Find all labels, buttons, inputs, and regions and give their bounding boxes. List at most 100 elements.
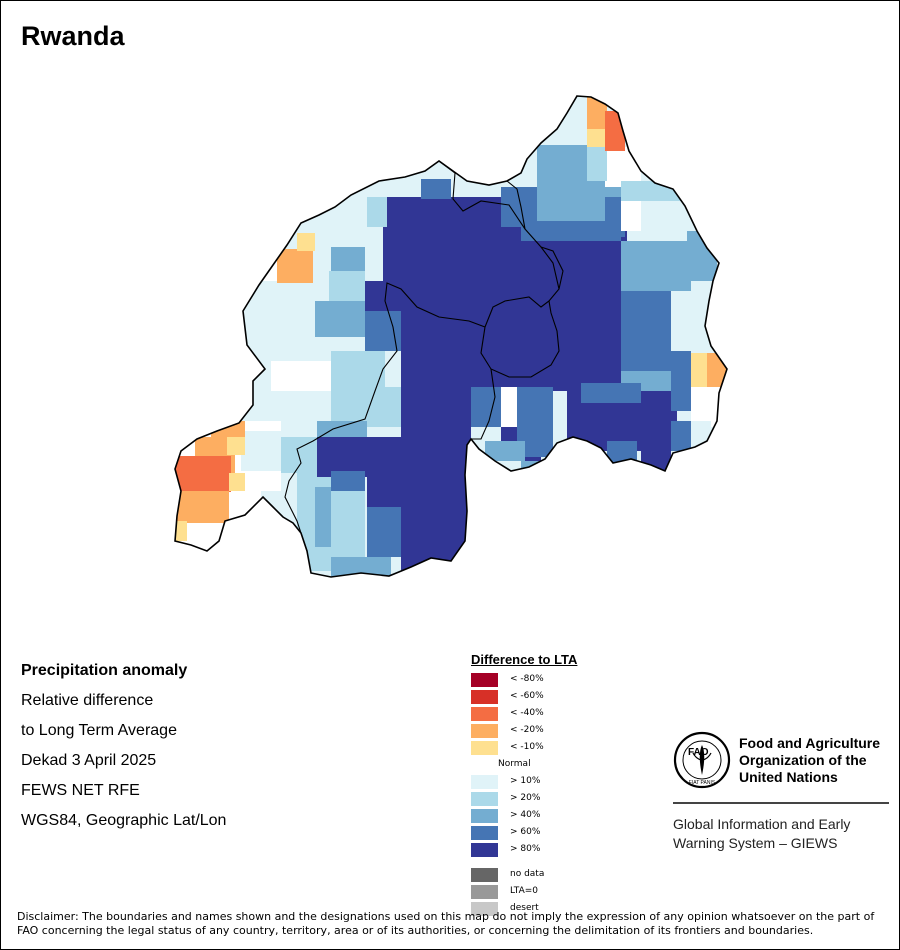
anomaly-cell — [537, 145, 587, 185]
anomaly-cell — [315, 301, 365, 337]
legend-label: LTA=0 — [510, 886, 538, 896]
legend-label: > 10% — [510, 776, 541, 786]
anomaly-cell — [605, 197, 625, 237]
legend-label: no data — [510, 869, 545, 879]
anomaly-map — [174, 95, 728, 578]
anomaly-cell — [641, 197, 681, 237]
anomaly-cell — [281, 437, 321, 473]
legend-extra: no data LTA=0 desert — [471, 867, 577, 918]
anomaly-cell — [177, 491, 229, 523]
legend-item: no data — [471, 867, 577, 884]
district-boundary — [506, 180, 526, 230]
anomaly-cell — [501, 187, 537, 227]
anomaly-cell — [227, 437, 245, 455]
anomaly-cell — [331, 351, 385, 391]
legend-swatch — [471, 868, 498, 882]
anomaly-cell — [471, 387, 501, 427]
legend-item: > 10% — [471, 774, 577, 791]
anomaly-cell — [261, 491, 285, 515]
anomaly-cell — [581, 383, 641, 403]
anomaly-cell — [297, 233, 315, 251]
info-line: FEWS NET RFE — [21, 782, 140, 799]
district-boundary — [540, 246, 564, 290]
anomaly-cell — [229, 473, 245, 491]
legend-item: LTA=0 — [471, 884, 577, 901]
legend-item: > 60% — [471, 825, 577, 842]
legend-swatch — [471, 826, 498, 840]
legend-swatch — [471, 843, 498, 857]
anomaly-cell — [331, 387, 401, 427]
anomaly-cell — [485, 441, 525, 461]
disclaimer: Disclaimer: The boundaries and names sho… — [17, 910, 875, 937]
anomaly-cell — [175, 456, 231, 492]
legend-label: Normal — [498, 759, 531, 769]
legend-label: < -20% — [510, 725, 544, 735]
anomaly-cell — [401, 501, 467, 571]
legend: Difference to LTA < -80% < -60% < -40% < -2… — [471, 652, 577, 918]
anomaly-cell — [621, 281, 671, 371]
anomaly-cell — [175, 521, 187, 541]
legend-classes: < -80% < -60% < -40% < -20% < -10% Normal > 10… — [471, 672, 577, 859]
legend-swatch — [471, 741, 498, 755]
legend-item: < -20% — [471, 723, 577, 740]
district-boundaries — [284, 160, 564, 534]
giews-line: Global Information and Early — [673, 816, 851, 832]
district-boundary — [438, 160, 560, 328]
anomaly-cell — [671, 351, 691, 411]
anomaly-cell — [621, 181, 681, 201]
district-boundary — [284, 282, 486, 534]
map-info: Precipitation anomaly Relative differenc… — [21, 656, 226, 836]
legend-item: < -60% — [471, 689, 577, 706]
legend-label: < -10% — [510, 742, 544, 752]
anomaly-cell — [691, 421, 711, 441]
anomaly-cell — [367, 197, 387, 227]
anomaly-cell — [211, 421, 245, 439]
legend-label: < -80% — [510, 674, 544, 684]
anomaly-cell — [421, 179, 451, 199]
legend-swatch — [471, 792, 498, 806]
fao-logo-icon: FAO FIAT PANIS — [673, 731, 731, 789]
legend-item: > 40% — [471, 808, 577, 825]
anomaly-cell — [241, 281, 281, 421]
legend-title: Difference to LTA — [471, 652, 578, 667]
legend-label: < -40% — [510, 708, 544, 718]
legend-swatch — [471, 902, 498, 916]
legend-item: Normal — [471, 757, 577, 774]
legend-item: > 80% — [471, 842, 577, 859]
anomaly-cell — [607, 441, 637, 471]
country-outline — [174, 95, 728, 578]
legend-label: > 40% — [510, 810, 541, 820]
legend-swatch — [471, 885, 498, 899]
map-title: Rwanda — [21, 21, 125, 51]
anomaly-cell — [691, 353, 711, 387]
anomaly-cell — [281, 301, 321, 351]
info-line: Precipitation anomaly — [21, 662, 188, 679]
anomaly-cell — [691, 281, 711, 361]
legend-swatch — [471, 809, 498, 823]
fao-name: Food and Agriculture Organization of the… — [739, 735, 880, 786]
anomaly-cell — [329, 271, 365, 301]
anomaly-cell — [621, 201, 641, 231]
anomaly-cell — [707, 353, 727, 387]
legend-item: desert — [471, 901, 577, 918]
legend-swatch — [471, 707, 498, 721]
info-line: to Long Term Average — [21, 722, 177, 739]
fao-name-line: Food and Agriculture — [739, 735, 881, 751]
legend-item: > 20% — [471, 791, 577, 808]
anomaly-cell — [331, 471, 365, 491]
district-boundary — [480, 300, 560, 378]
info-line: Relative difference — [21, 692, 154, 709]
legend-label: < -60% — [510, 691, 544, 701]
anomaly-cell — [331, 557, 391, 577]
district-boundary — [471, 368, 496, 440]
info-line: WGS84, Geographic Lat/Lon — [21, 812, 227, 829]
anomaly-cell — [587, 147, 607, 181]
anomaly-cell — [317, 437, 467, 477]
anomaly-cell — [365, 281, 385, 311]
anomaly-cell — [367, 507, 401, 557]
legend-swatch — [471, 724, 498, 738]
giews-text: Global Information and Early Warning Sys… — [673, 815, 850, 853]
giews-line: Warning System – GIEWS — [673, 835, 838, 851]
fao-name-line: Organization of the — [739, 752, 867, 768]
divider — [673, 802, 889, 804]
